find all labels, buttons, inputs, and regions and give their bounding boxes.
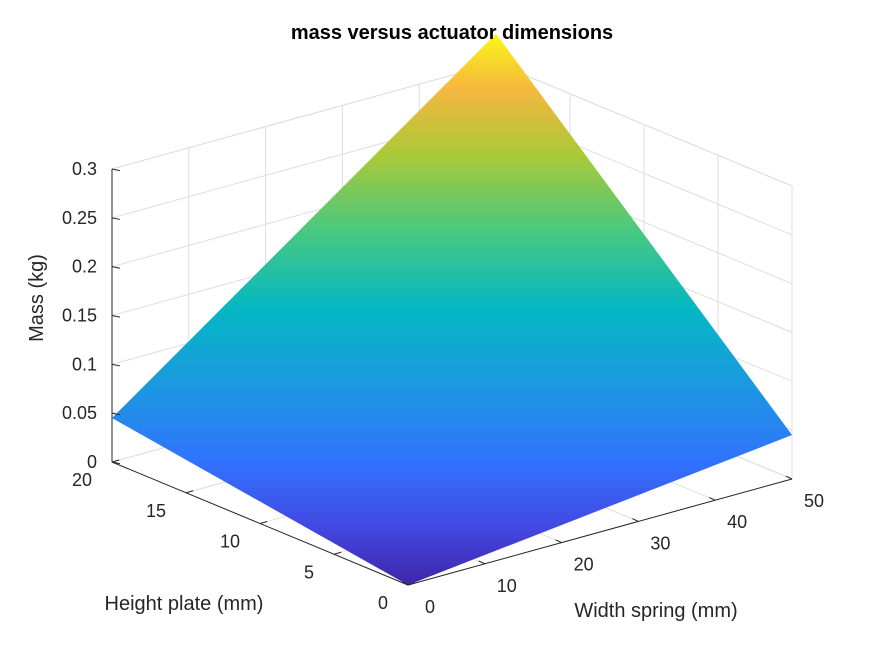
z-tick-label: 0.25	[62, 208, 97, 228]
x-tick-mark	[555, 539, 562, 544]
z-tick-label: 0.1	[72, 354, 97, 374]
y-tick-mark	[111, 459, 120, 463]
labels: mass versus actuator dimensions Width sp…	[26, 22, 738, 622]
x-tick-mark	[632, 518, 639, 522]
axes: 010203040500510152000.050.10.150.20.250.…	[62, 159, 824, 617]
z-tick-mark	[111, 217, 121, 220]
x-tick-label: 10	[497, 576, 517, 596]
y-axis-label: Height plate (mm)	[105, 593, 264, 615]
box-edge	[495, 62, 793, 187]
surface-patch	[112, 33, 792, 585]
x-tick-label: 20	[574, 555, 594, 575]
chart-title: mass versus actuator dimensions	[291, 22, 613, 44]
surface-layer	[112, 33, 792, 585]
z-tick-mark	[111, 266, 121, 269]
z-tick-label: 0.05	[62, 403, 97, 423]
x-tick-label: 40	[727, 512, 747, 532]
x-tick-label: 0	[425, 597, 435, 617]
y-tick-label: 5	[304, 562, 314, 582]
box-edge	[111, 62, 497, 170]
x-axis-label: Width spring (mm)	[574, 600, 737, 622]
x-tick-mark	[401, 581, 409, 586]
y-tick-label: 10	[220, 532, 240, 552]
z-tick-label: 0.2	[72, 257, 97, 277]
x-tick-label: 30	[650, 533, 670, 553]
z-tick-mark	[111, 315, 121, 318]
z-tick-mark	[111, 363, 121, 367]
z-tick-mark	[111, 412, 121, 416]
y-tick-mark	[333, 551, 342, 555]
z-tick-mark	[111, 168, 121, 172]
x-axis-line	[407, 478, 793, 586]
x-tick-label: 50	[804, 491, 824, 511]
z-tick-mark	[111, 461, 121, 465]
z-axis-label: Mass (kg)	[26, 254, 48, 342]
y-tick-label: 0	[378, 593, 388, 613]
y-tick-mark	[259, 521, 268, 524]
z-tick-label: 0	[87, 452, 97, 472]
x-tick-mark	[478, 560, 486, 565]
x-tick-mark	[785, 475, 793, 480]
y-tick-mark	[185, 490, 194, 494]
x-tick-mark	[708, 496, 716, 501]
y-tick-label: 20	[72, 470, 92, 490]
z-tick-label: 0.3	[72, 159, 97, 179]
z-tick-label: 0.15	[62, 306, 97, 326]
y-tick-mark	[407, 582, 416, 586]
y-tick-label: 15	[146, 501, 166, 521]
